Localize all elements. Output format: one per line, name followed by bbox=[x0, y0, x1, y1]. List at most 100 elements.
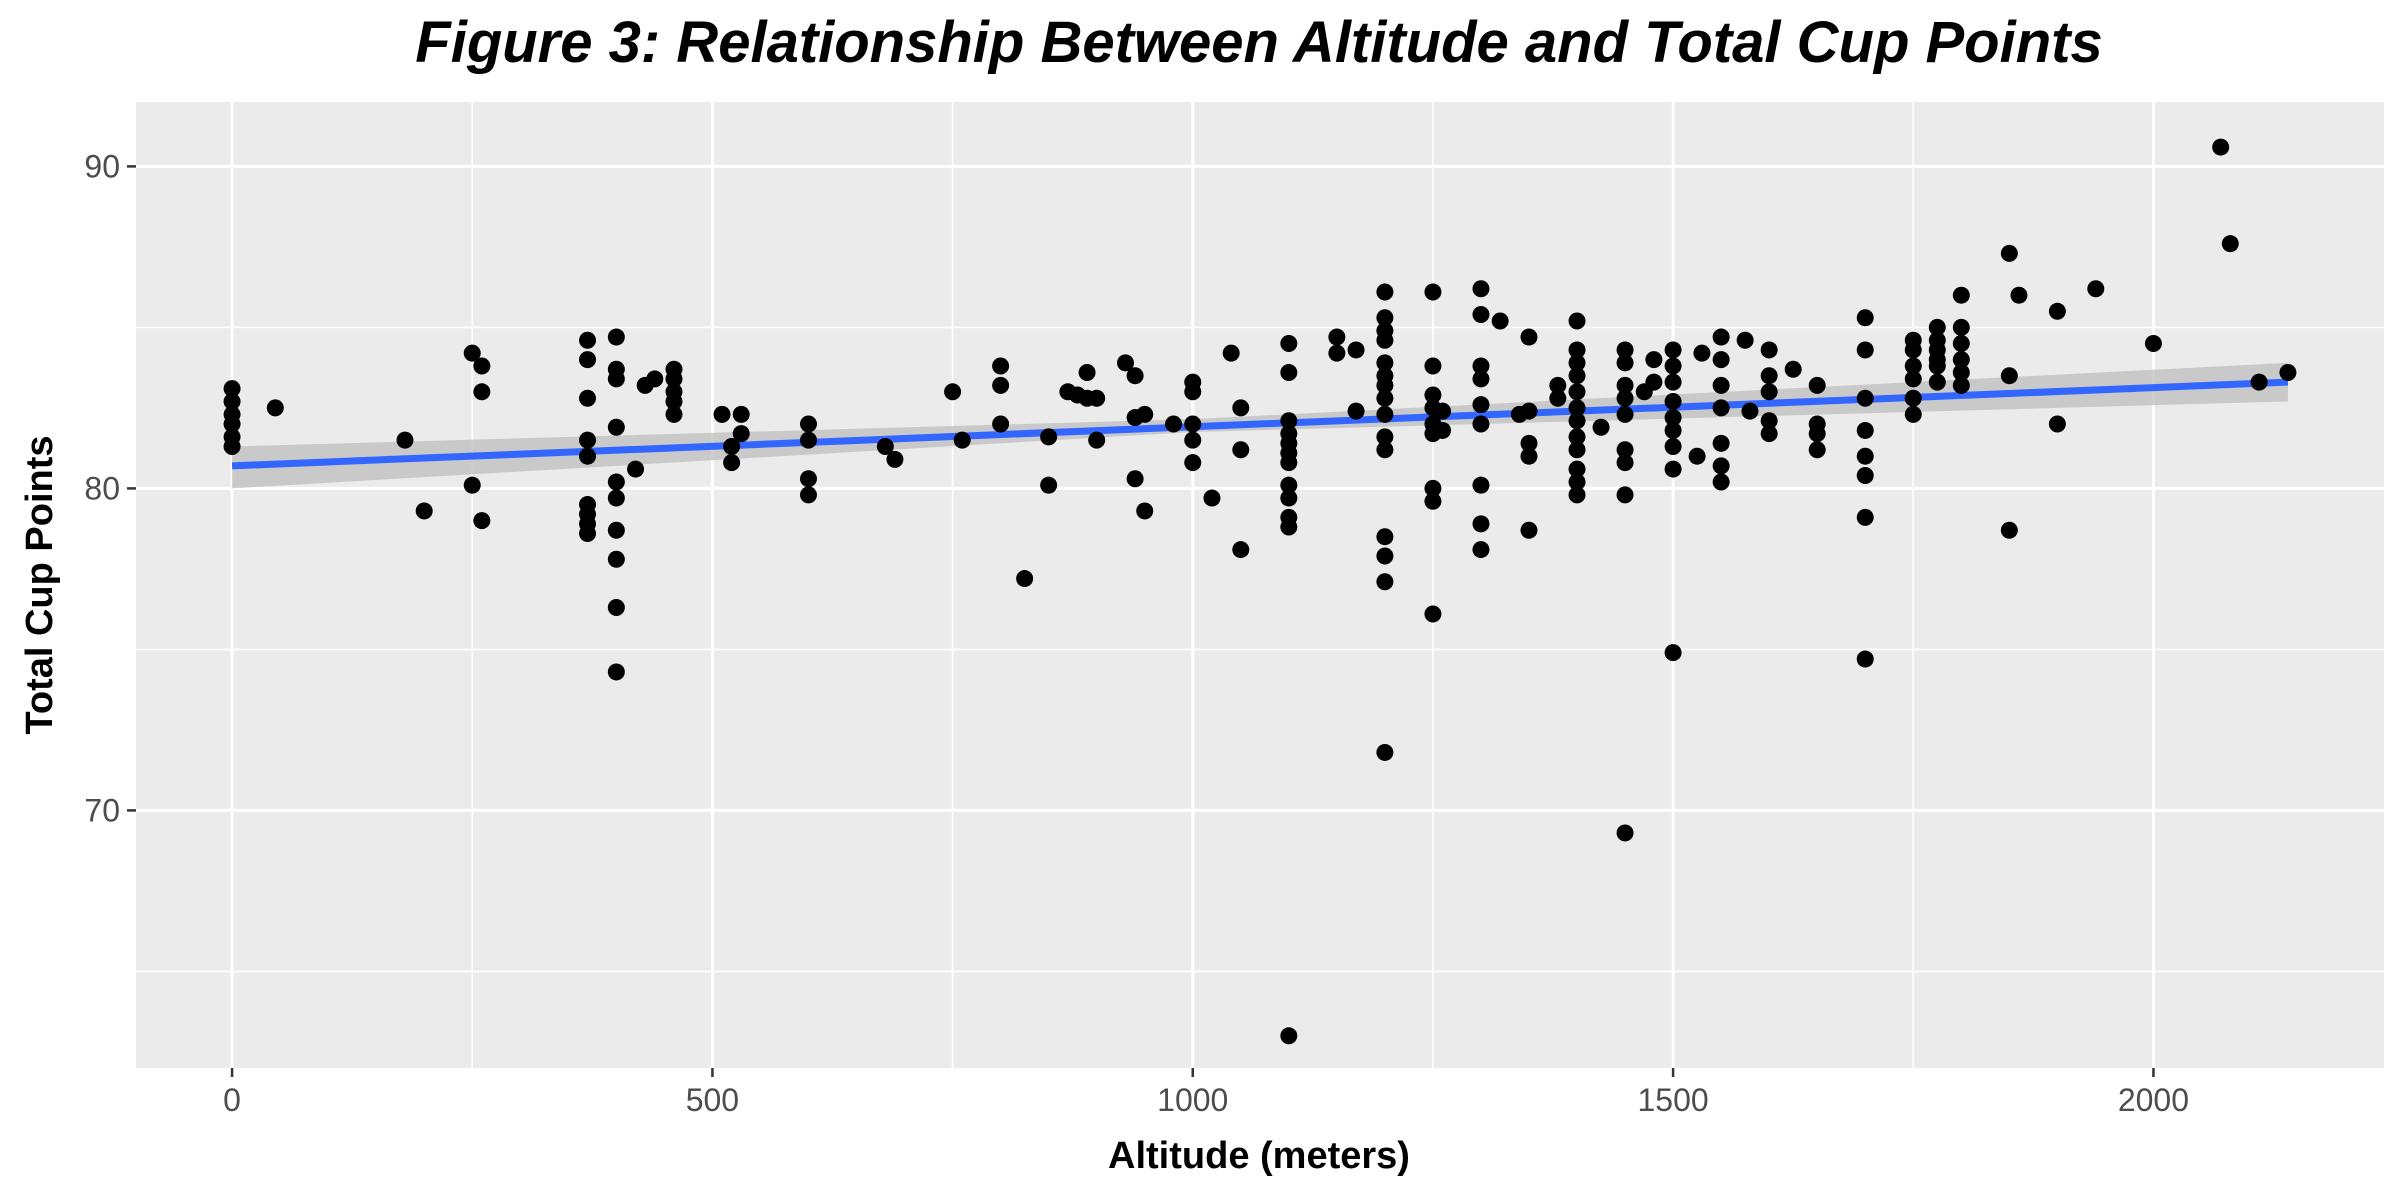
data-point bbox=[799, 415, 817, 433]
data-point bbox=[223, 438, 241, 456]
data-point bbox=[1664, 460, 1682, 478]
data-point bbox=[2000, 367, 2018, 385]
data-point bbox=[1376, 743, 1394, 761]
data-point bbox=[1280, 335, 1298, 352]
data-point bbox=[1568, 460, 1586, 478]
data-point bbox=[1040, 428, 1058, 446]
x-axis-label: Altitude (meters) bbox=[1108, 1135, 1410, 1177]
data-point bbox=[1568, 412, 1586, 430]
data-point bbox=[1856, 508, 1874, 526]
data-point bbox=[1592, 418, 1610, 436]
data-point bbox=[1232, 441, 1250, 459]
data-point bbox=[1712, 434, 1730, 452]
data-point bbox=[646, 370, 664, 388]
data-point bbox=[1808, 376, 1826, 394]
data-point bbox=[1232, 399, 1250, 417]
data-point bbox=[992, 376, 1010, 394]
data-point bbox=[1520, 402, 1538, 420]
data-point bbox=[732, 425, 750, 443]
data-point bbox=[1424, 386, 1442, 404]
data-point bbox=[1347, 402, 1365, 420]
data-point bbox=[1568, 341, 1586, 359]
data-point bbox=[1568, 367, 1586, 385]
data-point bbox=[1904, 389, 1922, 407]
data-point bbox=[1280, 363, 1298, 381]
data-point bbox=[2279, 363, 2297, 381]
data-point bbox=[2087, 280, 2105, 298]
data-point bbox=[579, 351, 597, 369]
data-point bbox=[992, 415, 1010, 433]
data-point bbox=[1664, 373, 1682, 391]
data-point bbox=[607, 489, 625, 507]
data-point bbox=[665, 370, 683, 388]
data-point bbox=[1136, 405, 1154, 423]
data-point bbox=[1126, 470, 1144, 488]
data-point bbox=[473, 512, 491, 530]
data-point bbox=[1424, 479, 1442, 497]
data-point bbox=[799, 486, 817, 504]
data-point bbox=[627, 460, 645, 478]
data-point bbox=[1664, 341, 1682, 359]
data-point bbox=[1760, 341, 1778, 359]
data-point bbox=[1376, 389, 1394, 407]
data-point bbox=[799, 431, 817, 449]
data-point bbox=[1904, 357, 1922, 375]
data-point bbox=[607, 370, 625, 388]
data-point bbox=[579, 431, 597, 449]
data-point bbox=[396, 431, 414, 449]
data-point bbox=[1376, 573, 1394, 591]
data-point bbox=[1616, 389, 1634, 407]
data-point bbox=[665, 405, 683, 423]
data-point bbox=[1328, 344, 1346, 362]
data-point bbox=[1424, 357, 1442, 375]
y-axis-label: Total Cup Points bbox=[19, 435, 61, 734]
data-point bbox=[463, 344, 481, 362]
data-point bbox=[2250, 373, 2268, 391]
data-point bbox=[1784, 360, 1802, 378]
data-point bbox=[1928, 373, 1946, 391]
data-point bbox=[2010, 286, 2028, 304]
data-point bbox=[1808, 425, 1826, 443]
data-point bbox=[1280, 454, 1298, 472]
data-point bbox=[1568, 473, 1586, 491]
data-point bbox=[1549, 376, 1567, 394]
data-point bbox=[1520, 328, 1538, 346]
data-point bbox=[1434, 402, 1452, 420]
data-point bbox=[1117, 354, 1135, 372]
data-point bbox=[1280, 489, 1298, 507]
data-point bbox=[1136, 502, 1154, 520]
data-point bbox=[1760, 383, 1778, 401]
data-point bbox=[2221, 235, 2239, 253]
data-point bbox=[1203, 489, 1221, 507]
data-point bbox=[1184, 454, 1202, 472]
data-points bbox=[223, 138, 2297, 1045]
data-point bbox=[1712, 457, 1730, 475]
data-point bbox=[1712, 399, 1730, 417]
data-point bbox=[665, 392, 683, 410]
data-point bbox=[1664, 357, 1682, 375]
data-point bbox=[2144, 335, 2162, 352]
data-point bbox=[1520, 521, 1538, 539]
data-point bbox=[1952, 351, 1970, 369]
data-point bbox=[1688, 447, 1706, 465]
data-point bbox=[1376, 441, 1394, 459]
data-point bbox=[2000, 244, 2018, 262]
data-point bbox=[723, 438, 741, 456]
data-point bbox=[876, 438, 894, 456]
data-point bbox=[1568, 399, 1586, 417]
data-point bbox=[1952, 286, 1970, 304]
data-point bbox=[1616, 376, 1634, 394]
data-point bbox=[1760, 367, 1778, 385]
data-point bbox=[1904, 341, 1922, 359]
data-point bbox=[1952, 335, 1970, 352]
chart-title: Figure 3: Relationship Between Altitude … bbox=[415, 10, 2102, 75]
data-point bbox=[1424, 492, 1442, 510]
data-point bbox=[223, 392, 241, 410]
data-point bbox=[1126, 367, 1144, 385]
data-point bbox=[1376, 405, 1394, 423]
data-point bbox=[607, 418, 625, 436]
data-point bbox=[1856, 650, 1874, 668]
data-point bbox=[1520, 447, 1538, 465]
data-point bbox=[1376, 354, 1394, 372]
data-point bbox=[1280, 518, 1298, 536]
